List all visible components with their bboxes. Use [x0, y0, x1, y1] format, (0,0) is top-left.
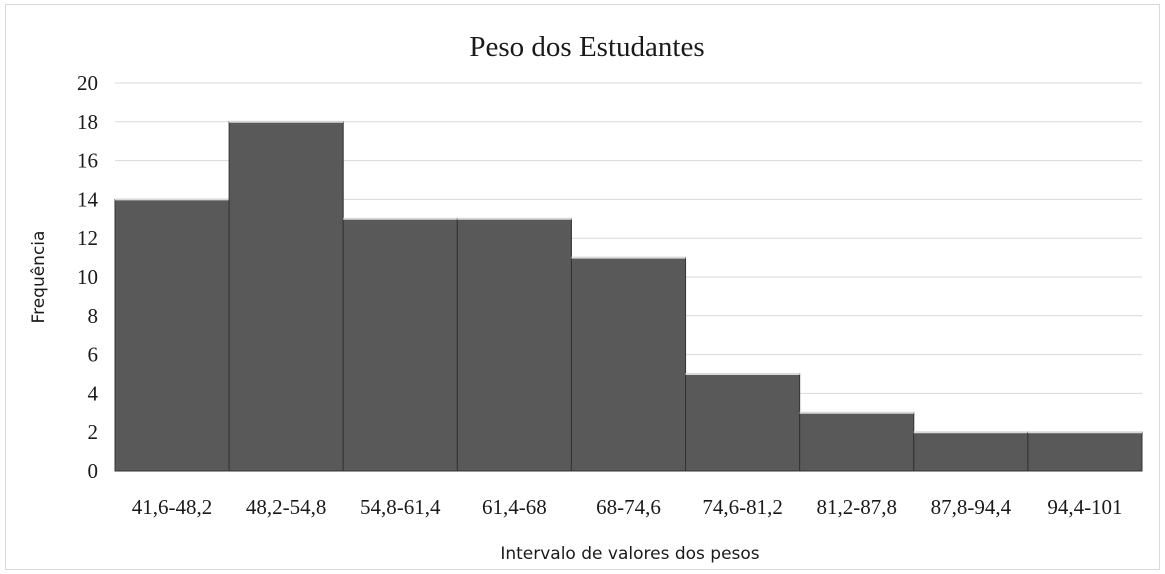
bar: [799, 412, 915, 472]
y-tick-label: 16: [77, 149, 98, 173]
y-tick-label: 14: [77, 187, 99, 211]
y-tick-label: 12: [77, 226, 98, 250]
y-tick-label: 18: [77, 110, 98, 134]
x-tick-label: 81,2-87,8: [816, 495, 897, 519]
bar: [228, 121, 344, 472]
y-tick-label: 6: [88, 343, 99, 367]
x-tick-label: 48,2-54,8: [246, 495, 327, 519]
x-tick-label: 61,4-68: [482, 495, 547, 519]
y-tick-label: 4: [88, 381, 99, 405]
bar: [342, 218, 458, 472]
x-tick-label: 87,8-94,4: [931, 495, 1012, 519]
x-tick-labels: 41,6-48,2 48,2-54,8 54,8-61,4 61,4-68 68-74,…: [132, 495, 1123, 519]
y-tick-label: 20: [77, 71, 98, 95]
x-tick-label: 41,6-48,2: [132, 495, 213, 519]
y-tick-label: 8: [88, 304, 99, 328]
bar: [456, 218, 572, 472]
chart-title: Peso dos Estudantes: [469, 31, 704, 63]
x-tick-label: 74,6-81,2: [702, 495, 783, 519]
x-axis-label: Intervalo de valores dos pesos: [500, 544, 759, 564]
bar: [913, 431, 1029, 472]
y-axis-label: Frequência: [29, 231, 49, 324]
bar: [114, 198, 230, 472]
x-tick-label: 94,4-101: [1047, 495, 1122, 519]
x-tick-label: 68-74,6: [596, 495, 661, 519]
y-tick-label: 10: [77, 265, 98, 289]
bar: [1027, 431, 1143, 472]
y-tick-labels: 0 2 4 6 8 10 12 14 16 18 20: [77, 71, 99, 483]
y-tick-label: 0: [88, 459, 99, 483]
bar: [570, 257, 687, 472]
y-tick-label: 2: [88, 420, 99, 444]
x-tick-label: 54,8-61,4: [360, 495, 441, 519]
bar: [685, 373, 801, 472]
bars: [114, 120, 1143, 472]
